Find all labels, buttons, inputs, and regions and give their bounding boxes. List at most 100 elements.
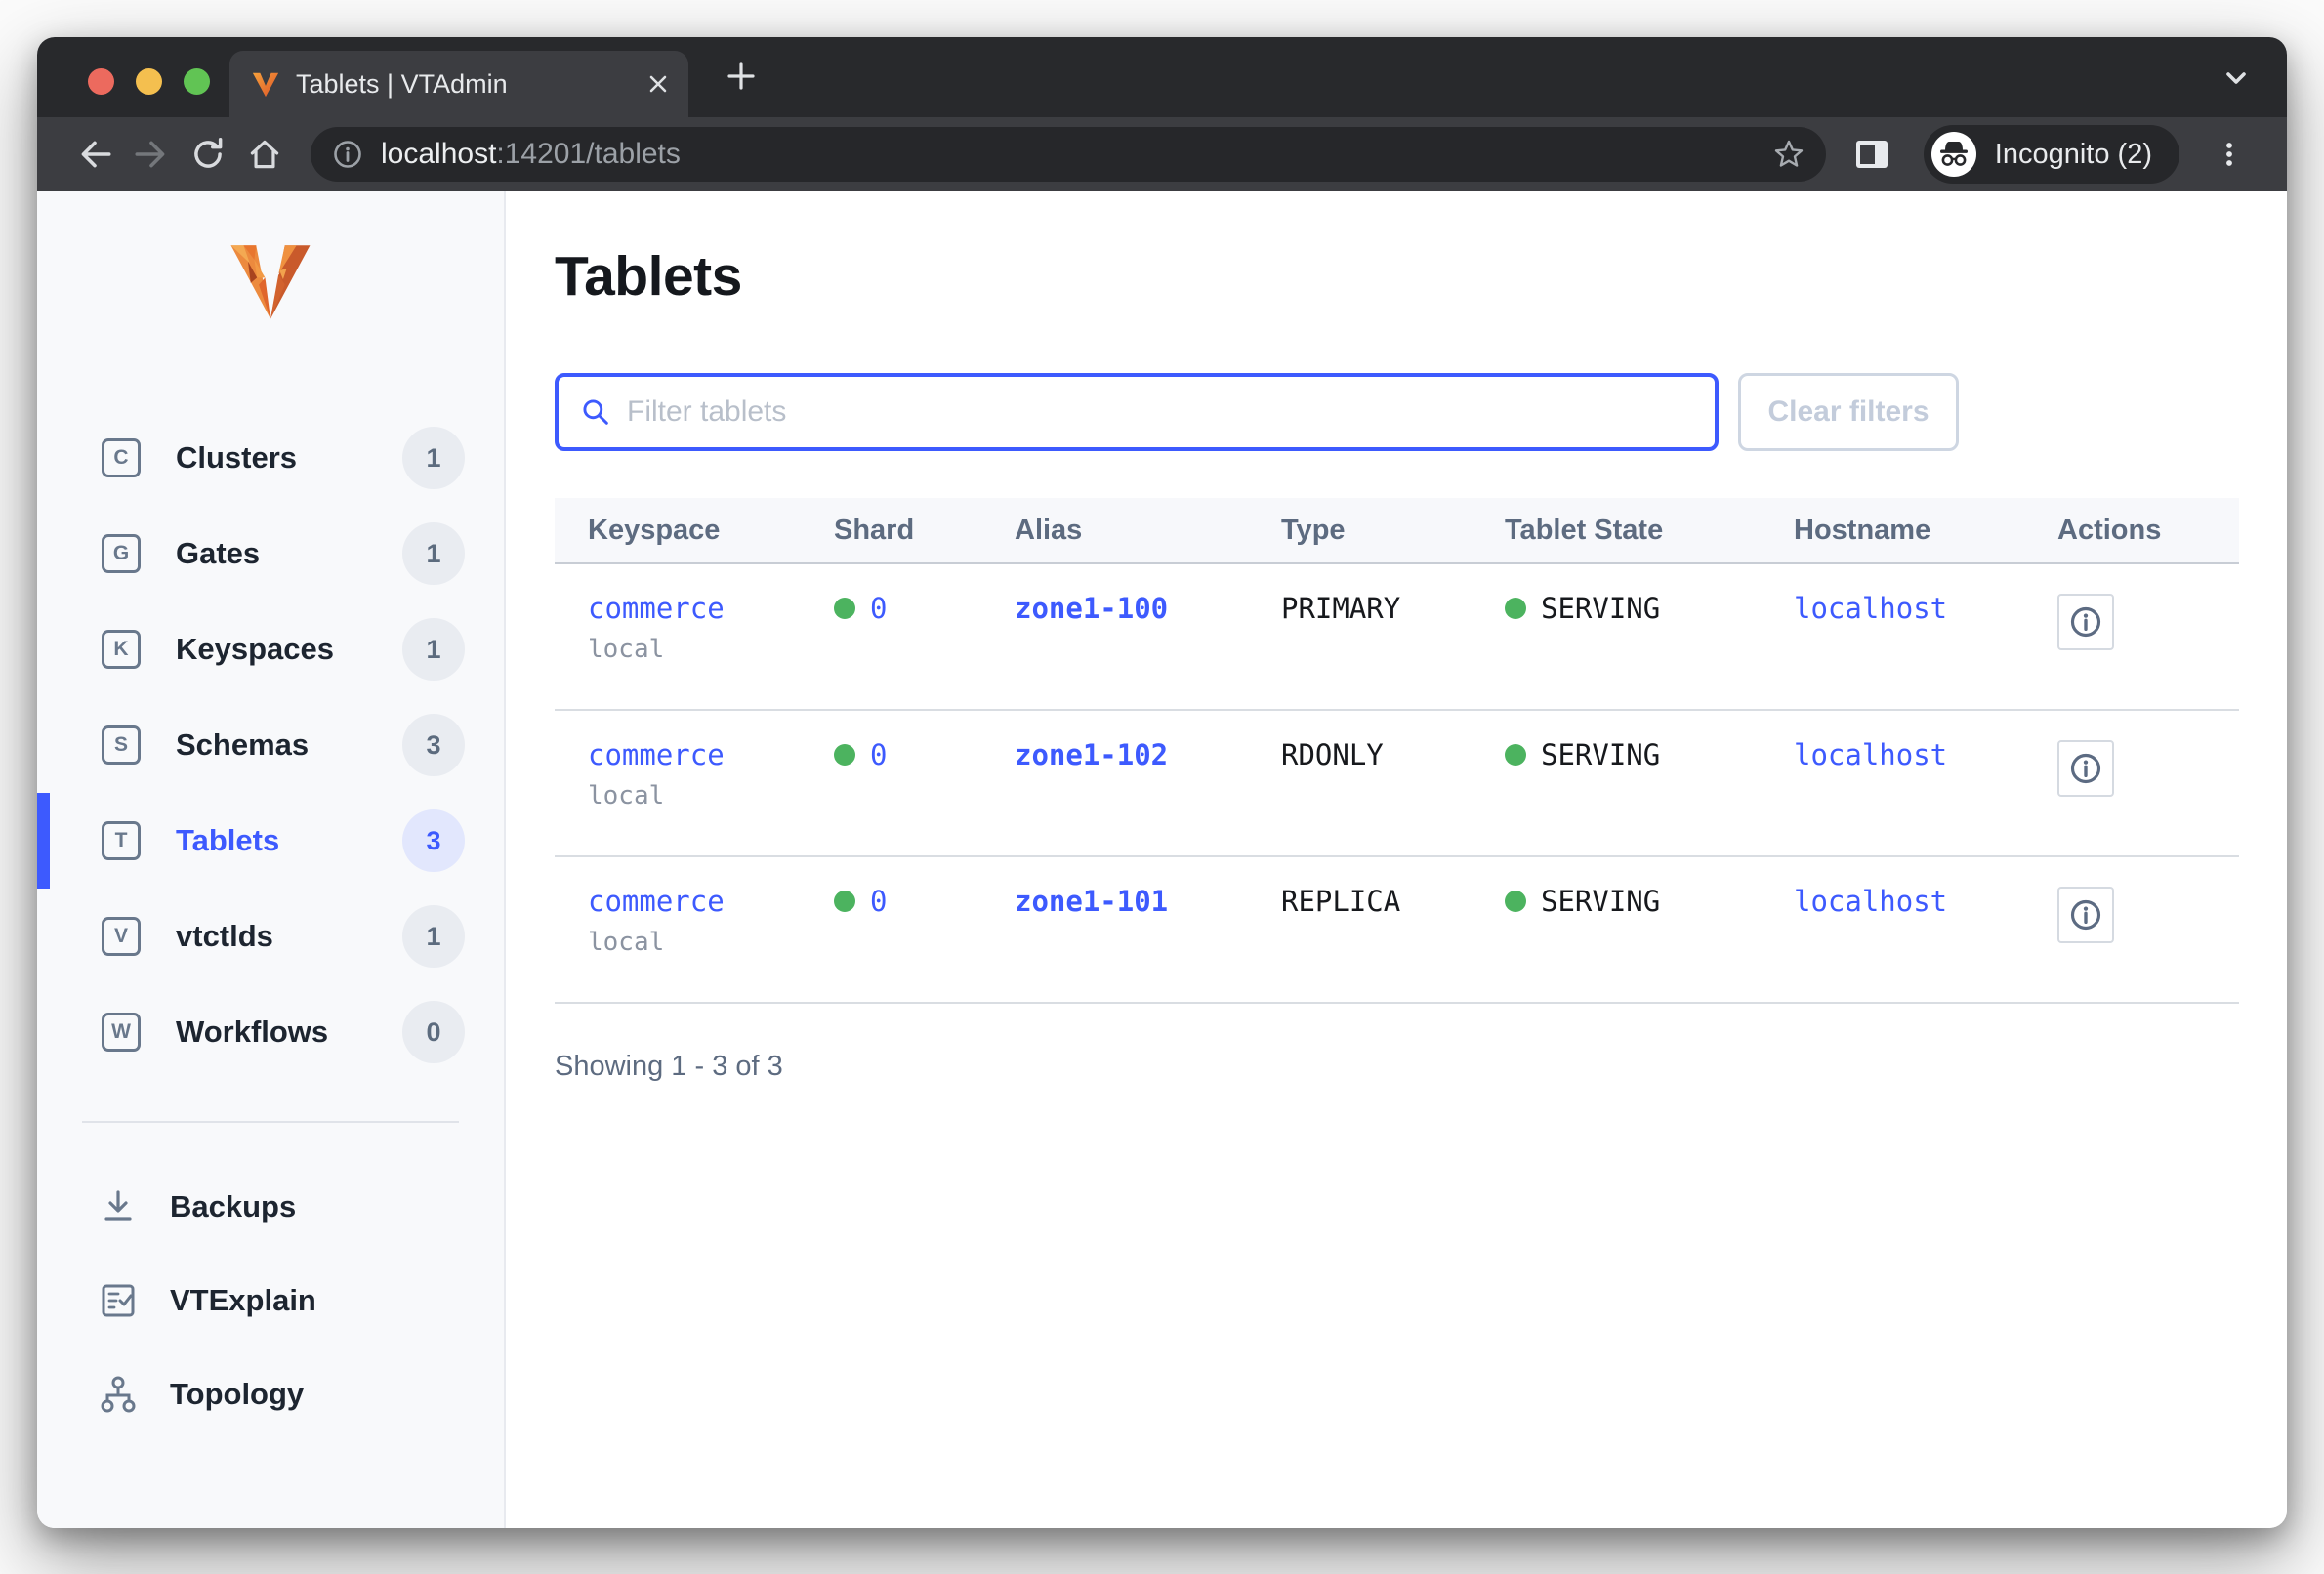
tab-search-button[interactable]: [2219, 61, 2254, 101]
sidebar-item-label: vtctlds: [176, 919, 273, 953]
shard-status-dot: [834, 891, 855, 912]
close-tab-icon[interactable]: [645, 71, 671, 97]
hostname-link[interactable]: localhost: [1794, 738, 1948, 771]
sidebar-item-topology[interactable]: Topology: [37, 1347, 504, 1441]
address-bar[interactable]: localhost:14201/tablets: [311, 127, 1826, 182]
sidebar-item-workflows[interactable]: W Workflows 0: [37, 984, 504, 1080]
column-header-hostname: Hostname: [1794, 514, 1931, 546]
alias-link[interactable]: zone1-100: [1015, 592, 1169, 625]
forward-arrow-icon: [135, 141, 165, 168]
keyspace-link[interactable]: commerce: [588, 885, 725, 918]
cluster-label: local: [588, 781, 665, 810]
site-info-icon[interactable]: [332, 139, 363, 170]
table-header: Keyspace Shard Alias Type Tablet State H…: [555, 498, 2239, 564]
sidebar-item-label: Tablets: [176, 823, 280, 857]
main-panel: Tablets Clear filters Keyspace Shard Ali…: [506, 191, 2287, 1528]
sidebar-item-keyspaces[interactable]: K Keyspaces 1: [37, 601, 504, 697]
sidebar-item-schemas[interactable]: S Schemas 3: [37, 697, 504, 793]
browser-window: Tablets | VTAdmin: [37, 37, 2287, 1528]
info-icon: [2070, 606, 2101, 638]
vitess-favicon: [252, 72, 279, 98]
state-label: SERVING: [1541, 738, 1661, 771]
sidebar-item-vtexplain[interactable]: VTExplain: [37, 1254, 504, 1347]
bookmark-star-icon[interactable]: [1771, 137, 1806, 172]
sidebar-item-label: Keyspaces: [176, 632, 335, 666]
browser-menu-button[interactable]: [2201, 126, 2258, 183]
shard-cell: 0: [834, 592, 1015, 625]
shard-status-dot: [834, 598, 855, 619]
type-cell: REPLICA: [1281, 885, 1401, 918]
sidebar-item-gates[interactable]: G Gates 1: [37, 506, 504, 601]
letter-v-icon: V: [102, 917, 141, 956]
new-tab-button[interactable]: [714, 49, 768, 104]
browser-toolbar: localhost:14201/tablets Incognito (2): [37, 117, 2287, 191]
sidebar-item-label: Schemas: [176, 727, 310, 762]
sidebar-item-vtctlds[interactable]: V vtctlds 1: [37, 889, 504, 984]
browser-tab[interactable]: Tablets | VTAdmin: [229, 51, 688, 117]
keyspace-link[interactable]: commerce: [588, 592, 725, 625]
sidebar-item-tablets[interactable]: T Tablets 3: [37, 793, 504, 889]
reload-button[interactable]: [180, 126, 236, 183]
tablet-state-cell: SERVING: [1505, 592, 1794, 625]
side-panel-icon: [1855, 141, 1888, 168]
sidebar-item-clusters[interactable]: C Clusters 1: [37, 410, 504, 506]
vitess-logo[interactable]: [226, 236, 315, 326]
actions-cell: [2057, 592, 2239, 650]
actions-cell: [2057, 738, 2239, 797]
sidebar-divider: [82, 1121, 459, 1123]
back-button[interactable]: [66, 126, 123, 183]
zoom-window-button[interactable]: [184, 68, 210, 95]
info-icon: [2070, 899, 2101, 931]
download-icon: [104, 1190, 132, 1221]
hostname-link[interactable]: localhost: [1794, 592, 1948, 625]
url-host: localhost: [381, 138, 497, 170]
keyspace-cell: commerce local: [555, 885, 834, 957]
traffic-lights: [88, 68, 210, 95]
shard-link[interactable]: 0: [870, 885, 888, 918]
shard-link[interactable]: 0: [870, 592, 888, 625]
shard-cell: 0: [834, 885, 1015, 918]
hostname-link[interactable]: localhost: [1794, 885, 1948, 918]
table-row: commerce local 0 zone1-100 PRIMARY SERVI…: [555, 564, 2239, 711]
tablet-info-button[interactable]: [2057, 740, 2114, 797]
serving-status-dot: [1505, 891, 1526, 912]
filter-input-wrapper: [555, 373, 1719, 451]
url-path: :14201/tablets: [496, 138, 681, 170]
incognito-badge[interactable]: Incognito (2): [1923, 125, 2179, 184]
tablet-info-button[interactable]: [2057, 594, 2114, 650]
sidebar-item-label: Workflows: [176, 1015, 329, 1049]
cluster-label: local: [588, 635, 665, 664]
letter-t-icon: T: [102, 821, 141, 860]
reload-icon: [194, 138, 223, 168]
letter-g-icon: G: [102, 534, 141, 573]
url-text: localhost:14201/tablets: [381, 138, 1771, 171]
sidebar-nav: C Clusters 1 G Gates 1 K Keyspaces 1 S S…: [37, 410, 504, 1080]
sidebar-item-label: Gates: [176, 536, 261, 570]
incognito-label: Incognito (2): [1994, 138, 2152, 170]
home-icon: [250, 140, 279, 169]
keyspace-link[interactable]: commerce: [588, 738, 725, 771]
sidebar-item-backups[interactable]: Backups: [37, 1160, 504, 1254]
shard-link[interactable]: 0: [870, 738, 888, 771]
alias-link[interactable]: zone1-101: [1015, 885, 1169, 918]
tablet-info-button[interactable]: [2057, 887, 2114, 943]
actions-cell: [2057, 885, 2239, 943]
close-window-button[interactable]: [88, 68, 114, 95]
clear-filters-button[interactable]: Clear filters: [1738, 373, 1959, 451]
cluster-label: local: [588, 928, 665, 957]
count-badge: 3: [402, 809, 465, 872]
tablets-table: Keyspace Shard Alias Type Tablet State H…: [555, 498, 2239, 1004]
filter-tablets-input[interactable]: [627, 395, 1693, 429]
document-check-icon: [102, 1284, 135, 1317]
column-header-alias: Alias: [1015, 514, 1083, 546]
home-button[interactable]: [236, 126, 293, 183]
chevron-down-icon: [2226, 72, 2246, 84]
letter-w-icon: W: [102, 1013, 141, 1052]
minimize-window-button[interactable]: [136, 68, 162, 95]
alias-link[interactable]: zone1-102: [1015, 738, 1169, 771]
results-summary: Showing 1 - 3 of 3: [555, 1051, 783, 1082]
table-row: commerce local 0 zone1-102 RDONLY SERVIN…: [555, 711, 2239, 857]
forward-button[interactable]: [123, 126, 180, 183]
plus-icon: [727, 62, 755, 90]
side-panel-button[interactable]: [1844, 126, 1900, 183]
